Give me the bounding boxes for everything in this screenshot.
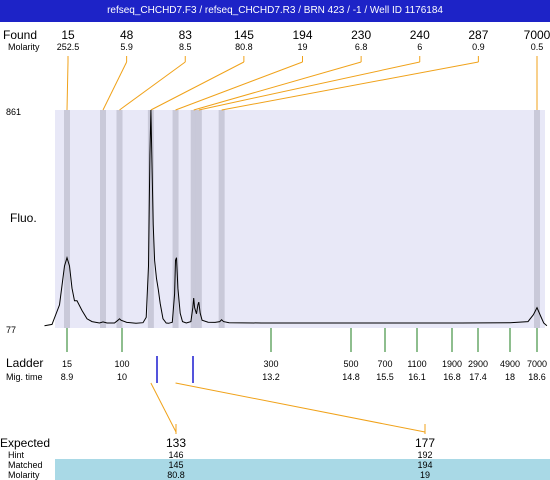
found-size-label: 240 [410,28,430,42]
ladder-time-label: 15.5 [376,372,394,382]
peak-band [534,110,540,328]
peak-band [147,110,154,328]
peak-band [190,110,197,328]
ladder-size-label: 1900 [442,359,462,369]
found-connector [175,61,303,111]
found-molarity-label: 19 [297,42,307,52]
ladder-size-label: 4900 [500,359,520,369]
y-axis-label: Fluo. [10,211,37,225]
found-size-label: 230 [351,28,371,42]
ladder-markers: 15 8.9 100 10 300 13.2 500 14.8 700 15.5 1100 16.1 1… [61,328,547,382]
found-molarity-label: 252.5 [57,42,80,52]
ladder-time-label: 17.4 [469,372,487,382]
found-connector [221,61,479,111]
matched-connector [150,382,177,433]
ladder-time-label: 8.9 [61,372,74,382]
found-size-label: 7000 [524,28,550,42]
peak-band [100,110,106,328]
found-size-label: 145 [234,28,254,42]
found-molarity-label: 6 [417,42,422,52]
ladder-time-label: 16.8 [443,372,461,382]
found-molarity-label: 0.9 [472,42,485,52]
expected-row-label: Hint [8,450,25,460]
found-size-label: 287 [468,28,488,42]
hint-size: 192 [417,450,432,460]
matched-molarity: 19 [420,470,430,480]
fluorescence-trace [44,109,548,327]
ladder-size-label: 2900 [468,359,488,369]
plot-area [55,110,545,328]
migtime-label: Mig. time [6,372,43,382]
ladder-time-label: 13.2 [262,372,280,382]
ladder-label: Ladder [6,356,43,370]
molarity-label: Molarity [8,42,40,52]
found-molarity-label: 6.8 [355,42,368,52]
found-molarity-label: 8.5 [179,42,192,52]
found-connector [193,61,362,111]
ladder-time-label: 14.8 [342,372,360,382]
ladder-size-label: 1100 [407,359,426,369]
expected-size: 133 [166,436,186,450]
found-connector [66,61,69,111]
matched-size: 194 [417,460,432,470]
ladder-time-label: 18 [505,372,515,382]
found-label: Found [3,28,37,42]
found-molarity-label: 5.9 [120,42,133,52]
found-size-label: 15 [61,28,75,42]
peak-band [218,110,225,328]
expected-row-label: Molarity [8,470,40,480]
title-bar: refseq_CHCHD7.F3 / refseq_CHCHD7.R3 / BR… [0,0,550,22]
matched-size: 145 [168,460,183,470]
ladder-time-label: 18.6 [528,372,546,382]
ladder-time-label: 10 [117,372,127,382]
found-connector [150,61,245,111]
peak-band [116,110,123,328]
found-size-label: 194 [292,28,312,42]
expected-row-label: Expected [0,436,50,450]
ladder-size-label: 500 [343,359,358,369]
found-connector [198,61,420,111]
y-tick-max: 861 [6,107,21,117]
ladder-size-label: 7000 [527,359,547,369]
peak-bands [64,110,540,328]
hint-size: 146 [168,450,183,460]
found-connector [119,61,186,111]
found-size-label: 48 [120,28,134,42]
found-connector [102,61,128,111]
ladder-size-label: 100 [114,359,129,369]
y-tick-min: 77 [6,325,16,335]
peak-band [172,110,179,328]
ladder-size-label: 700 [377,359,392,369]
found-molarity-label: 80.8 [235,42,253,52]
ladder-size-label: 300 [263,359,278,369]
peak-band [195,110,202,328]
found-molarity-label: 0.5 [531,42,544,52]
expected-row-label: Matched [8,460,43,470]
matched-molarity: 80.8 [167,470,185,480]
ladder-time-label: 16.1 [408,372,426,382]
ladder-size-label: 15 [62,359,72,369]
peak-band [64,110,70,328]
matched-connector [175,382,426,433]
matched-row-highlight [55,459,550,480]
found-size-label: 83 [179,28,193,42]
expected-size: 177 [415,436,435,450]
